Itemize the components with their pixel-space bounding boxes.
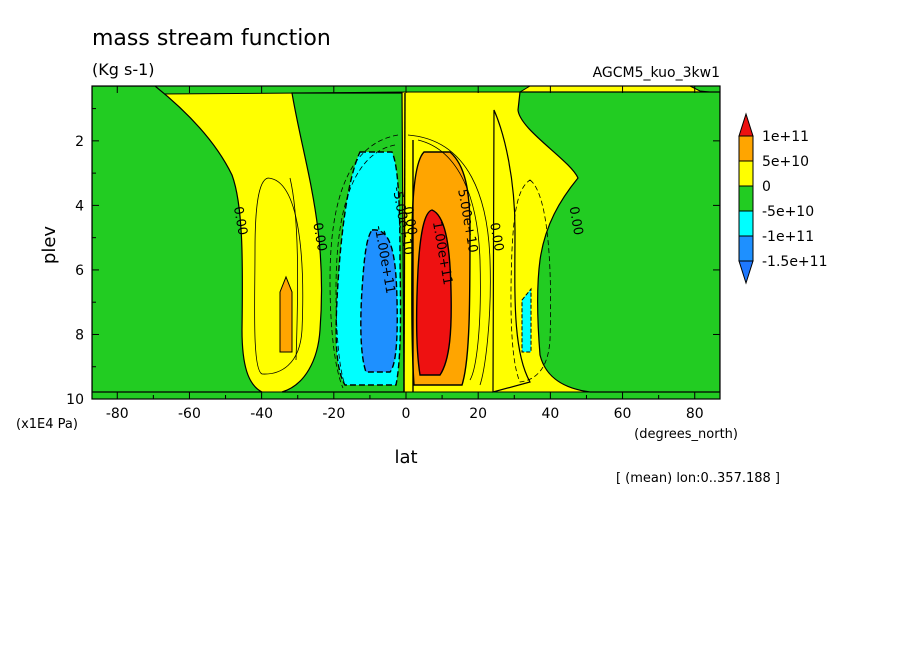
band-cyan-northern-patch: [521, 287, 532, 353]
chart-title: mass stream function: [92, 26, 331, 51]
x-tick-label: -60: [178, 406, 201, 422]
y-tick-label: 10: [66, 392, 84, 408]
colorbar-label: 0: [762, 179, 771, 195]
band-red-core: [416, 209, 452, 376]
band-blue-core: [360, 229, 398, 373]
band-orange-southern-sliver: [279, 275, 293, 353]
y-tick-label: 4: [75, 198, 84, 214]
contour-label: 0.00: [309, 221, 329, 252]
colorbar-swatch: [738, 160, 754, 187]
colorbar-swatch: [738, 210, 754, 237]
colorbar-swatch: [738, 235, 754, 262]
band-green-northern-cell: [517, 91, 720, 393]
dashed-contours: [329, 134, 551, 389]
x-tick-label: 0: [402, 406, 411, 422]
colorbar-label: -5e+10: [762, 204, 814, 220]
thin-contours: [254, 134, 491, 386]
x-axis: -80 -60 -40 -20 0 20 40 60 80: [106, 86, 704, 422]
run-name: AGCM5_kuo_3kw1: [593, 65, 720, 81]
y-tick-label: 2: [75, 134, 84, 150]
x-axis-units: (degrees_north): [634, 427, 738, 442]
colorbar-swatch: [738, 185, 754, 212]
x-tick-label: 20: [469, 406, 487, 422]
colorbar-label: -1e+11: [762, 229, 814, 245]
colorbar-swatch: [738, 135, 754, 162]
x-axis-label: lat: [394, 447, 417, 468]
contour-label: 0.00: [486, 221, 506, 252]
colorbar-swatch-top: [738, 112, 754, 137]
colorbar: 1e+11 5e+10 0 -5e+10 -1e+11 -1.5e+11: [738, 112, 827, 285]
averaging-note: [ (mean) lon:0..357.188 ]: [616, 471, 780, 486]
y-axis-label: plev: [39, 226, 60, 265]
x-tick-label: 60: [614, 406, 632, 422]
x-tick-label: 40: [541, 406, 559, 422]
x-tick-label: -80: [106, 406, 129, 422]
chart-units: (Kg s-1): [92, 60, 155, 79]
colorbar-swatch-bottom: [738, 260, 754, 285]
x-tick-label: -20: [322, 406, 345, 422]
y-axis: 2 4 6 8 10: [66, 108, 720, 408]
y-axis-units: (x1E4 Pa): [16, 417, 78, 432]
colorbar-label: -1.5e+11: [762, 254, 827, 270]
contour-label: 0.00: [566, 205, 586, 236]
band-green-southern-cell: [92, 86, 263, 393]
band-yellow-northern-island: [492, 109, 531, 393]
contour-field: 0.000.000.00-5.00e+10-1.00e+11 1.00e+11 5.…: [92, 86, 720, 399]
y-tick-label: 6: [75, 263, 84, 279]
x-tick-label: -40: [250, 406, 273, 422]
colorbar-label: 5e+10: [762, 154, 809, 170]
x-tick-label: 80: [686, 406, 704, 422]
colorbar-label: 1e+11: [762, 129, 809, 145]
zero-contour-equator: [403, 92, 406, 393]
y-tick-label: 8: [75, 327, 84, 343]
contour-label: 0.00: [400, 205, 420, 236]
contour-label: 0.00: [230, 205, 250, 236]
